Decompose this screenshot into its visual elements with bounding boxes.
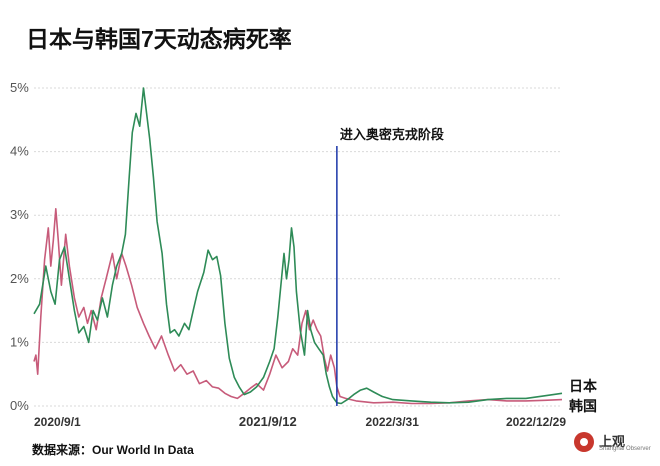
y-tick-label: 5% bbox=[10, 80, 29, 95]
series-line-japan bbox=[33, 87, 563, 405]
y-tick-label: 0% bbox=[10, 398, 29, 413]
logo-name: 上观 bbox=[599, 434, 626, 449]
x-tick-label: 2020/9/1 bbox=[34, 415, 81, 429]
data-source: 数据来源：Our World In Data bbox=[32, 443, 194, 457]
series-line-korea bbox=[33, 208, 563, 405]
x-tick-label: 2021/9/12 bbox=[239, 414, 297, 429]
y-axis-ticks: 0% 1% 2% 3% 4% 5% bbox=[10, 80, 29, 413]
y-tick-label: 4% bbox=[10, 144, 29, 159]
annotation: 进入奥密克戎阶段 bbox=[336, 127, 444, 406]
x-axis-ticks: 2020/9/1 2021/9/12 2022/3/31 2022/12/29 bbox=[34, 414, 566, 429]
series-lines bbox=[33, 87, 563, 405]
x-tick-label: 2022/12/29 bbox=[506, 415, 566, 429]
y-tick-label: 2% bbox=[10, 271, 29, 286]
y-tick-label: 3% bbox=[10, 207, 29, 222]
omicron-annotation: 进入奥密克戎阶段 bbox=[340, 127, 444, 142]
x-tick-label: 2022/3/31 bbox=[366, 415, 420, 429]
chart-title: 日本与韩国7天动态病死率 bbox=[26, 26, 292, 52]
logo-icon bbox=[574, 432, 594, 452]
gridlines bbox=[34, 87, 562, 407]
logo: 上观 Shanghai Observer bbox=[574, 430, 651, 456]
series-label: 日本 bbox=[569, 378, 598, 394]
y-tick-label: 1% bbox=[10, 334, 29, 349]
logo-subtitle: Shanghai Observer bbox=[599, 446, 651, 452]
series-label: 韩国 bbox=[569, 398, 597, 414]
